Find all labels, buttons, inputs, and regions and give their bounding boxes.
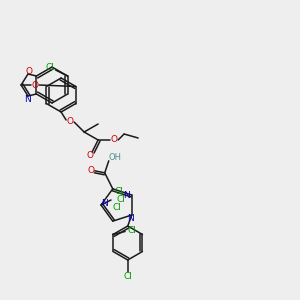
- Text: N: N: [25, 94, 32, 103]
- Text: Cl: Cl: [112, 203, 122, 212]
- Text: O: O: [87, 152, 94, 160]
- Text: Cl: Cl: [123, 272, 132, 281]
- Text: N: N: [102, 199, 108, 208]
- Text: Cl: Cl: [117, 196, 125, 205]
- Text: Cl: Cl: [45, 62, 54, 71]
- Text: O: O: [111, 134, 118, 143]
- Text: Cl: Cl: [115, 188, 123, 196]
- Text: N: N: [128, 214, 134, 224]
- Text: Cl: Cl: [128, 226, 136, 235]
- Text: N: N: [123, 190, 130, 200]
- Text: O: O: [32, 80, 39, 89]
- Text: OH: OH: [108, 153, 121, 162]
- Text: O: O: [26, 68, 32, 76]
- Text: O: O: [87, 166, 94, 175]
- Text: O: O: [67, 116, 73, 125]
